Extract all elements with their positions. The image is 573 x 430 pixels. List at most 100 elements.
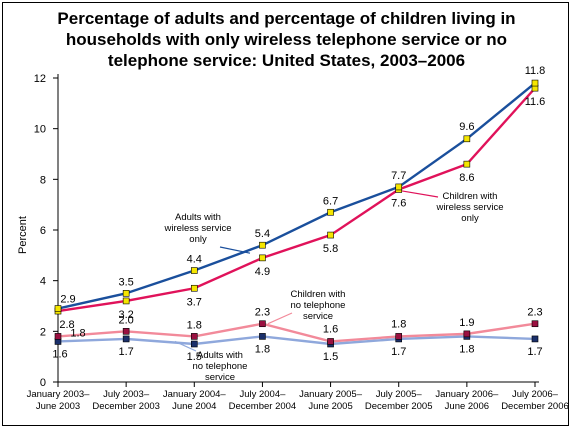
y-tick-label: 4: [40, 276, 46, 288]
axes: 0 2 4 6 8 10 12 Percent January 2003–June 2003 Ju…: [17, 73, 569, 412]
data-label: 1.7: [527, 346, 542, 358]
data-label: 2.3: [255, 307, 270, 319]
series-annotation: Adults with: [197, 350, 243, 361]
data-label: 2.9: [60, 294, 75, 306]
data-label: 7.6: [391, 197, 406, 209]
series-annotation: only: [461, 213, 479, 224]
data-point: [190, 267, 198, 274]
data-label: 3.7: [187, 296, 202, 308]
y-tick-label: 6: [40, 225, 46, 237]
data-point: [190, 340, 198, 348]
data-label: 1.8: [391, 318, 406, 330]
data-label: 5.4: [255, 228, 270, 240]
data-label: 1.6: [52, 348, 67, 360]
data-point: [327, 231, 334, 239]
data-point: [327, 208, 334, 216]
data-label: 7.7: [391, 170, 406, 182]
data-labels: 2.9 3.5 4.4 5.4 6.7 7.7 9.6 11.8 2.8 3.2 3.7 4.9 5.8…: [52, 65, 545, 363]
data-label: 2.3: [527, 307, 542, 319]
x-tick-label: December 2004: [229, 401, 297, 412]
data-point: [54, 333, 62, 340]
chart-title-line-3: telephone service: United States, 2003–2…: [107, 51, 466, 70]
x-tick-label: June 2006: [445, 401, 489, 412]
data-label: 4.9: [255, 266, 270, 278]
y-axis-label: Percent: [17, 216, 29, 254]
x-tick-label: June 2003: [36, 401, 80, 412]
data-label: 2.0: [118, 314, 133, 326]
data-label: 3.2: [118, 309, 133, 321]
series-annotation: Adults with: [175, 212, 221, 223]
data-label: 1.8: [187, 319, 202, 331]
y-tick-label: 8: [40, 174, 46, 186]
data-label: 5.8: [323, 243, 338, 255]
x-tick-label: June 2004: [172, 401, 216, 412]
x-tick-label: July 2003–: [103, 389, 150, 400]
data-point: [190, 333, 198, 340]
data-label: 9.6: [459, 121, 474, 133]
series-annotation: Children with: [443, 191, 498, 202]
annotation-leader: [219, 246, 251, 254]
data-label: 1.6: [323, 323, 338, 335]
annotation-leader: [401, 190, 439, 198]
x-tick-label: January 2004–: [163, 389, 227, 400]
data-point: [531, 79, 539, 87]
data-point: [531, 335, 539, 343]
data-label: 2.8: [59, 319, 74, 331]
x-tick-label: December 2003: [92, 401, 160, 412]
y-tick-label: 0: [40, 377, 46, 389]
y-tick-label: 2: [40, 326, 46, 338]
data-label: 11.8: [525, 65, 546, 77]
data-label: 11.6: [525, 96, 546, 108]
data-point: [259, 254, 266, 262]
data-point: [122, 297, 130, 305]
data-point: [259, 333, 266, 340]
data-point: [327, 338, 334, 345]
x-tick-label: January 2005–: [299, 389, 363, 400]
data-label: 1.7: [391, 346, 406, 358]
series-annotation: Children with: [291, 289, 346, 300]
series-annotation: wireless service: [435, 202, 503, 213]
data-point: [395, 183, 403, 191]
data-point: [531, 320, 539, 328]
data-point: [463, 330, 471, 338]
data-point: [463, 160, 471, 168]
data-label: 1.9: [459, 317, 474, 329]
series-annotation: no telephone: [193, 361, 248, 372]
data-point: [122, 335, 130, 343]
chart-title-line-2: households with only wireless telephone …: [65, 30, 508, 49]
x-tick-label: January 2006–: [435, 389, 499, 400]
x-tick-label: December 2005: [365, 401, 433, 412]
series-line: [57, 335, 536, 346]
series-line: [57, 322, 536, 343]
data-label: 1.8: [70, 327, 85, 339]
series-annotation: no telephone: [291, 300, 346, 311]
data-label: 3.5: [118, 276, 133, 288]
annotation-leader: [267, 312, 293, 325]
data-point: [259, 320, 266, 328]
data-label: 1.5: [323, 351, 338, 363]
series-lines: [54, 79, 539, 348]
data-label: 8.6: [459, 172, 474, 184]
chart-title-line-1: Percentage of adults and percentage of c…: [57, 9, 516, 28]
series-annotation: wireless service: [163, 223, 231, 234]
series-annotation: service: [303, 311, 333, 322]
data-point: [122, 290, 130, 297]
x-tick-label: December 2006: [501, 401, 569, 412]
data-point: [259, 241, 266, 249]
data-label: 1.8: [459, 343, 474, 355]
data-point: [54, 305, 62, 312]
data-point: [395, 333, 403, 340]
chart-frame: [2, 2, 569, 426]
series-line: [57, 82, 536, 310]
x-tick-label: July 2005–: [376, 389, 423, 400]
data-label: 4.4: [187, 254, 202, 266]
data-label: 6.7: [323, 195, 338, 207]
annotation-leader: [174, 340, 197, 352]
data-label: 1.8: [255, 343, 270, 355]
x-tick-label: July 2006–: [512, 389, 559, 400]
data-point: [122, 328, 130, 335]
x-tick-label: July 2004–: [239, 389, 286, 400]
series-annotation: only: [189, 234, 207, 245]
